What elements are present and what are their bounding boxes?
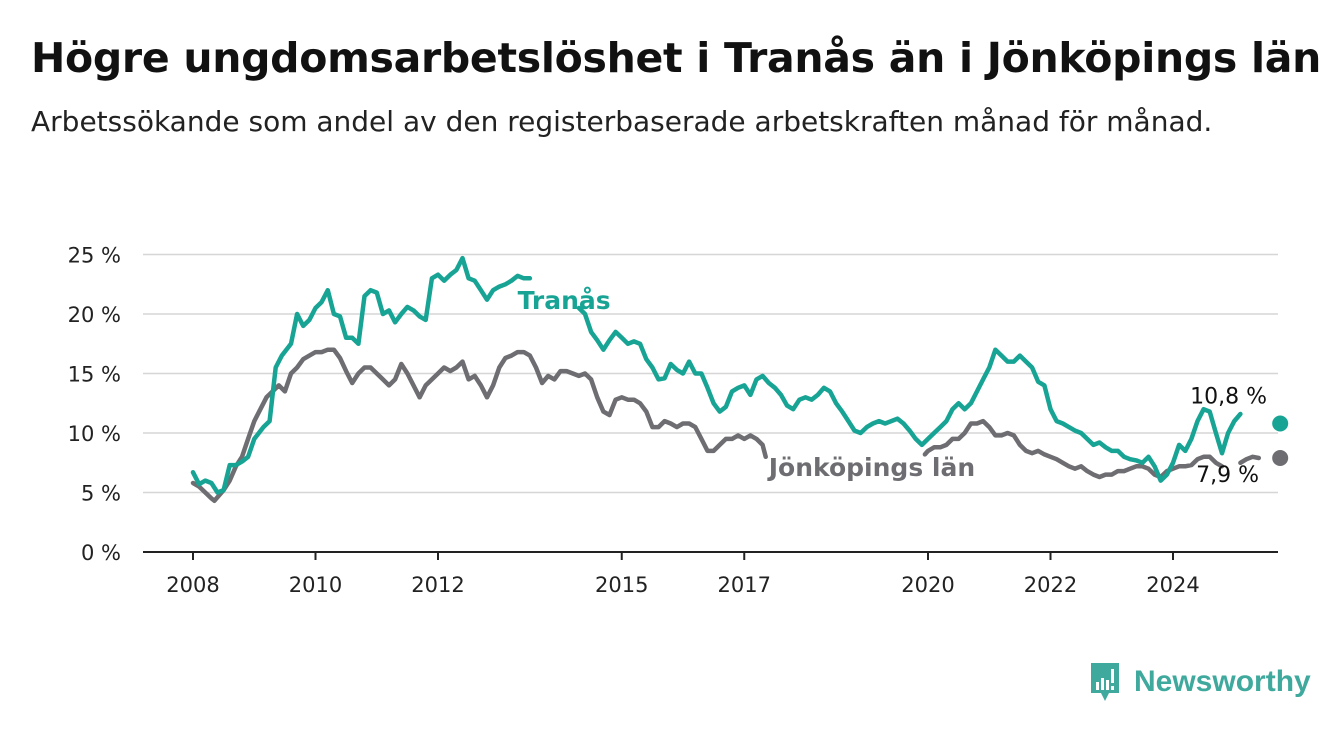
series-line <box>576 305 1243 483</box>
x-tick-label: 2010 <box>289 573 342 597</box>
bar-chart-exclamation-icon <box>1091 663 1119 701</box>
y-axis-ticks: 0 % 5 % 10 % 15 % 20 % 25 % <box>68 244 121 566</box>
y-tick-label: 5 % <box>81 482 121 506</box>
chart-title: Högre ungdomsarbetslöshet i Tranås än i … <box>31 34 1321 82</box>
x-tick-label: 2012 <box>411 573 464 597</box>
x-tick-label: 2020 <box>901 573 954 597</box>
end-value-label: 10,8 % <box>1190 384 1267 409</box>
x-tick-label: 2017 <box>718 573 771 597</box>
y-tick-label: 25 % <box>68 244 121 268</box>
series-line <box>190 255 533 495</box>
series-label-tranas: Tranås <box>518 286 611 315</box>
x-tick-label: 2015 <box>595 573 648 597</box>
series-labels: Tranås Jönköpings län 10,8 % 7,9 % <box>518 286 1267 488</box>
y-tick-label: 15 % <box>68 363 121 387</box>
end-value-label: 7,9 % <box>1196 463 1259 488</box>
x-axis-ticks: 2008 2010 2012 2015 2017 2020 2022 2024 <box>166 552 1200 597</box>
series-end-dot <box>1272 449 1289 466</box>
x-tick-label: 2022 <box>1024 573 1077 597</box>
series-lines <box>190 255 1289 504</box>
series-line <box>1238 454 1262 466</box>
chart-subtitle: Arbetssökande som andel av den registerb… <box>31 105 1213 138</box>
newsworthy-logo: Newsworthy <box>1088 660 1311 704</box>
brand-name: Newsworthy <box>1134 665 1311 698</box>
x-tick-label: 2024 <box>1146 573 1199 597</box>
y-tick-label: 10 % <box>68 422 121 446</box>
series-line <box>190 347 768 504</box>
x-tick-label: 2008 <box>166 573 219 597</box>
y-tick-label: 0 % <box>81 541 121 565</box>
gridlines <box>143 253 1278 553</box>
y-tick-label: 20 % <box>68 303 121 327</box>
series-label-lan: Jönköpings län <box>767 453 975 482</box>
series-end-dot <box>1272 415 1289 432</box>
